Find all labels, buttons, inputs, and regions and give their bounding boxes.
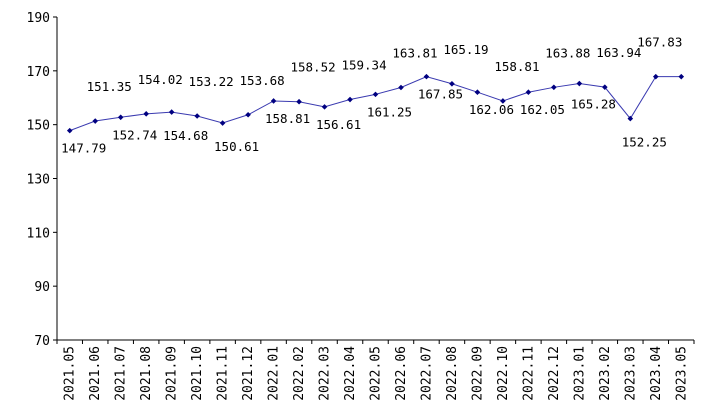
data-point — [449, 80, 455, 87]
y-tick-label: 70 — [34, 334, 50, 349]
x-tick-label: 2023.05 — [674, 346, 689, 401]
x-tick-label: 2022.06 — [394, 346, 409, 401]
x-tick-label: 2022.03 — [318, 346, 333, 401]
x-tick-label: 2021.06 — [88, 346, 103, 401]
data-label: 152.25 — [622, 135, 667, 150]
data-label: 163.88 — [545, 45, 590, 60]
data-label: 167.85 — [418, 87, 463, 102]
data-point — [627, 115, 634, 122]
data-label: 154.02 — [138, 72, 183, 87]
series-group — [66, 73, 685, 134]
data-point — [525, 89, 532, 96]
data-label: 150.61 — [214, 139, 259, 154]
data-point — [117, 114, 124, 121]
x-tick-label: 2021.12 — [241, 346, 256, 401]
data-point — [245, 111, 251, 118]
data-point — [372, 91, 379, 98]
data-label: 147.79 — [61, 141, 106, 156]
data-label: 153.68 — [240, 73, 285, 88]
data-point — [652, 73, 659, 80]
data-label: 158.81 — [265, 111, 310, 126]
x-tick-label: 2022.11 — [521, 346, 536, 401]
x-tick-label: 2021.09 — [165, 346, 180, 401]
x-tick-label: 2021.07 — [114, 346, 129, 401]
data-label: 165.28 — [571, 97, 616, 112]
data-label: 156.61 — [316, 117, 361, 132]
data-label: 161.25 — [367, 104, 412, 119]
y-tick-label: 110 — [27, 226, 50, 241]
x-axis-ticks: 2021.05 2021.06 2021.07 2021.08 2021.09 2021.… — [56, 340, 695, 401]
data-labels: 147.79 151.35 152.74 154.02 154.68 153.22 150.… — [61, 35, 682, 156]
data-label: 165.19 — [443, 42, 488, 57]
data-point — [602, 84, 608, 90]
x-tick-label: 2023.01 — [572, 346, 587, 401]
y-tick-label: 170 — [27, 65, 50, 80]
x-tick-label: 2022.05 — [369, 346, 384, 401]
y-tick-label: 150 — [27, 119, 50, 134]
data-label: 151.35 — [87, 79, 132, 94]
x-tick-label: 2022.08 — [445, 346, 460, 401]
x-tick-label: 2022.09 — [470, 346, 485, 401]
data-point — [270, 98, 277, 104]
data-label: 154.68 — [163, 128, 208, 143]
data-point — [551, 84, 557, 91]
data-label: 158.52 — [290, 60, 335, 75]
x-tick-label: 2021.11 — [216, 346, 231, 401]
x-tick-label: 2021.05 — [63, 346, 78, 401]
y-tick-label: 90 — [34, 280, 50, 295]
data-point — [398, 84, 404, 91]
data-point — [500, 98, 506, 104]
x-tick-label: 2022.10 — [496, 346, 511, 401]
data-label: 167.83 — [637, 35, 682, 50]
data-point — [678, 73, 685, 80]
x-tick-label: 2023.03 — [623, 346, 638, 401]
data-point — [66, 127, 73, 134]
x-tick-label: 2022.02 — [292, 346, 307, 401]
x-tick-label: 2022.04 — [343, 346, 358, 401]
y-tick-label: 190 — [27, 11, 50, 26]
data-label: 162.06 — [469, 102, 514, 117]
data-point — [321, 104, 328, 110]
data-point — [194, 113, 200, 119]
x-tick-label: 2021.08 — [139, 346, 154, 401]
x-tick-label: 2022.12 — [547, 346, 562, 401]
data-point — [92, 118, 99, 124]
x-tick-label: 2023.02 — [598, 346, 613, 401]
data-label: 153.22 — [189, 74, 234, 89]
data-label: 159.34 — [341, 58, 386, 73]
data-label: 163.94 — [596, 45, 641, 60]
data-point — [347, 96, 353, 103]
data-point — [296, 98, 302, 105]
x-tick-label: 2022.01 — [267, 346, 282, 401]
x-tick-label: 2023.04 — [649, 346, 664, 401]
data-point — [576, 80, 583, 87]
data-point — [143, 111, 149, 117]
y-axis-ticks: 70 90 110 130 150 170 190 — [27, 11, 57, 349]
data-label: 162.05 — [520, 102, 565, 117]
data-point — [474, 89, 481, 96]
x-tick-label: 2021.10 — [190, 346, 205, 401]
data-point — [423, 73, 430, 80]
data-label: 152.74 — [112, 127, 157, 142]
data-point — [219, 120, 226, 126]
x-tick-label: 2022.07 — [419, 346, 434, 401]
y-tick-label: 130 — [27, 173, 50, 188]
data-point — [168, 109, 175, 115]
data-label: 163.81 — [392, 45, 437, 60]
data-label: 158.81 — [494, 59, 539, 74]
